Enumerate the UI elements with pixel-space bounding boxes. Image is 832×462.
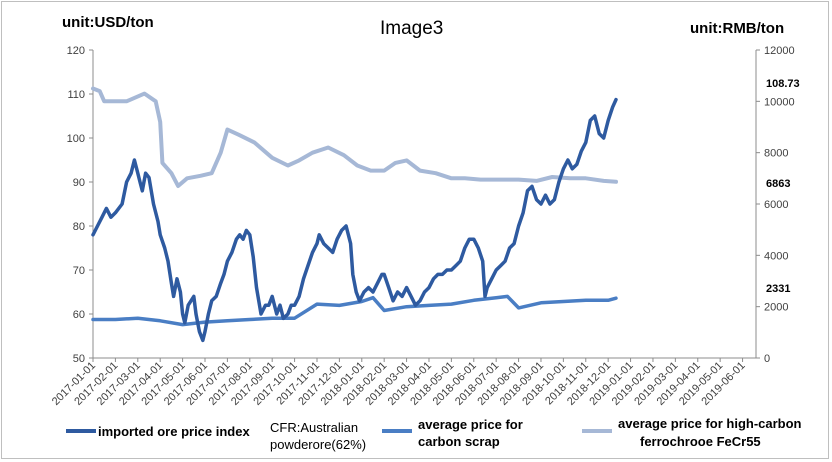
left-y-tick-label: 80 — [73, 221, 85, 233]
ore-price-index-line — [91, 97, 618, 343]
scrap-end-value-label: 2331 — [766, 283, 790, 295]
legend-ferrochrome-label-line1: average price for high-carbon — [618, 416, 802, 431]
legend-ferrochrome-label-line2: ferrochrooe FeCr55 — [640, 434, 761, 449]
left-axis-unit: unit:USD/ton — [62, 14, 154, 31]
right-y-tick-label: 8000 — [764, 148, 788, 160]
chart-title: Image3 — [380, 18, 444, 39]
right-y-tick-label: 10000 — [764, 96, 795, 108]
legend-ore-extra-line1: CFR:Australian — [270, 420, 358, 435]
right-axis-unit: unit:RMB/ton — [690, 20, 785, 37]
left-y-tick-label: 110 — [67, 89, 85, 101]
ferrochrome-price-line — [91, 86, 618, 188]
right-y-tick-label: 12000 — [764, 45, 795, 57]
left-y-tick-label: 120 — [67, 45, 85, 57]
ferrochrome-end-value-label: 6863 — [766, 178, 790, 190]
legend-scrap-label-line1: average price for — [418, 417, 523, 432]
left-y-tick-label: 70 — [73, 265, 85, 277]
legend-ore-extra-line2: powderore(62%) — [270, 437, 366, 452]
right-y-tick-label: 0 — [764, 353, 770, 365]
legend-ore-label: imported ore price index — [98, 424, 250, 439]
ore-end-value-label: 108.73 — [766, 78, 800, 90]
left-y-tick-label: 100 — [67, 133, 85, 145]
left-y-tick-label: 90 — [73, 177, 85, 189]
carbon-scrap-price-line — [91, 294, 618, 327]
left-y-tick-label: 50 — [73, 353, 85, 365]
right-y-tick-label: 4000 — [764, 250, 788, 262]
right-y-tick-label: 6000 — [764, 199, 788, 211]
left-y-tick-label: 60 — [73, 309, 85, 321]
legend-scrap-label-line2: carbon scrap — [418, 434, 500, 449]
right-y-tick-label: 2000 — [764, 302, 788, 314]
